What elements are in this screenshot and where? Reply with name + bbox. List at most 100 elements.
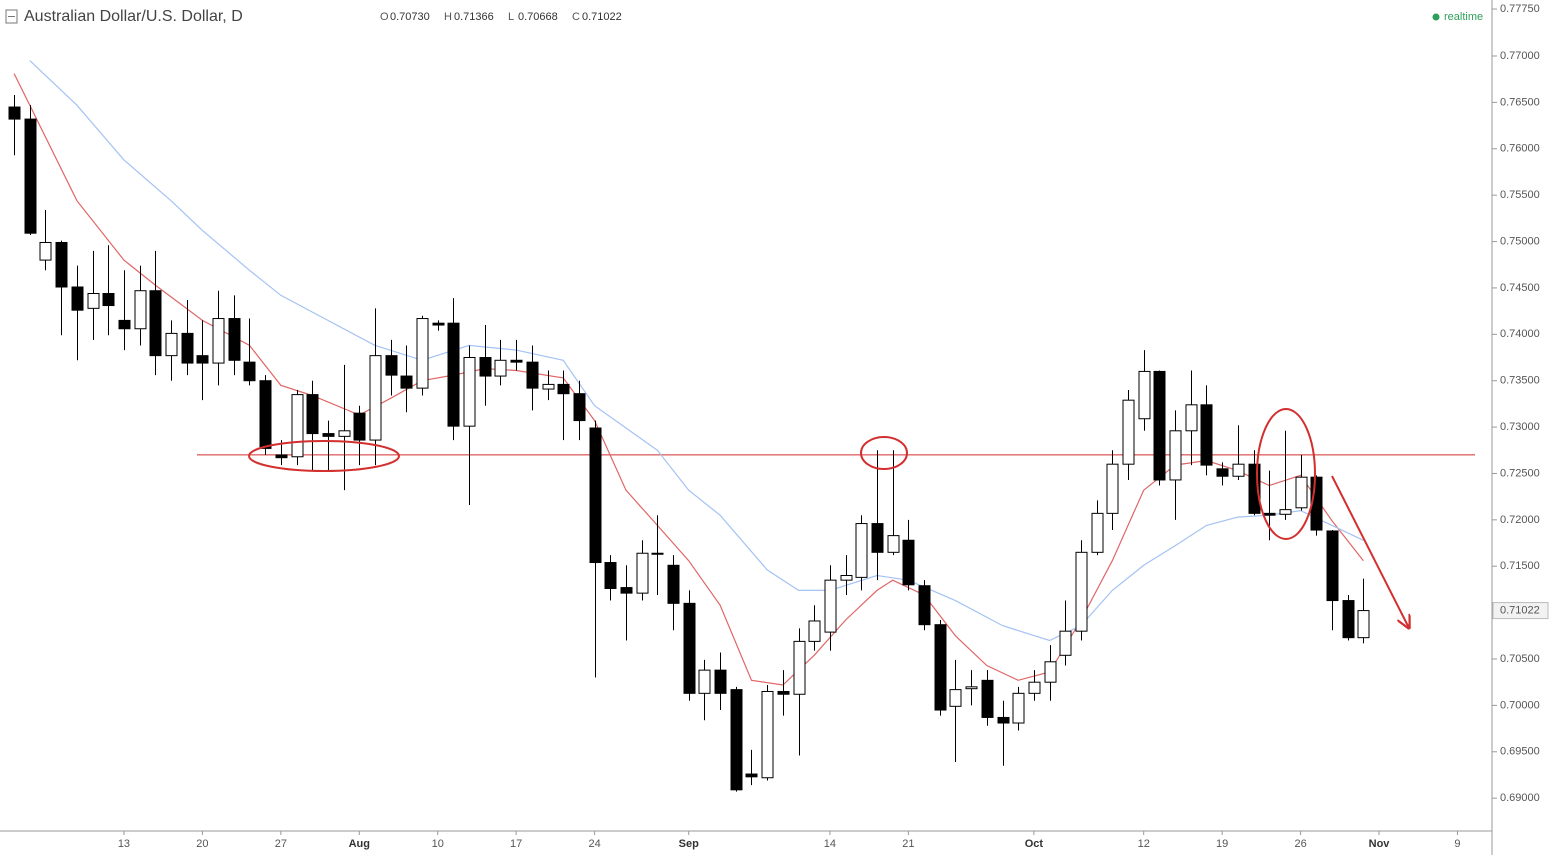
x-tick-label: 14 bbox=[824, 838, 836, 850]
candle-body bbox=[39, 241, 52, 261]
annotations bbox=[248, 408, 1409, 628]
candle-body bbox=[24, 118, 37, 234]
ohlc-name: C bbox=[572, 11, 580, 23]
candle-body bbox=[981, 679, 994, 718]
candle-body bbox=[777, 690, 790, 695]
ohlc-value: 0.70730 bbox=[390, 11, 430, 23]
x-tick-label: 20 bbox=[196, 838, 208, 850]
candle-body bbox=[259, 380, 272, 449]
candle-body bbox=[228, 318, 241, 361]
candle-body bbox=[87, 292, 100, 309]
candle-body bbox=[1263, 512, 1276, 516]
ohlc-name: H bbox=[444, 11, 452, 23]
candle-body bbox=[322, 433, 335, 437]
axes: 0.77750 0.77000 0.76500 0.76000 0.75500 0.750… bbox=[118, 3, 1549, 850]
y-tick-label: 0.76000 bbox=[1500, 143, 1540, 155]
candle-body bbox=[698, 669, 711, 694]
candle-body bbox=[604, 562, 617, 590]
candle-body bbox=[902, 539, 915, 586]
candle-body bbox=[275, 454, 288, 459]
candle-body bbox=[479, 357, 492, 377]
candle-body bbox=[212, 318, 225, 364]
y-tick-label: 0.73500 bbox=[1500, 375, 1540, 387]
candle-body bbox=[447, 322, 460, 427]
candle-body bbox=[557, 383, 570, 395]
candle-body bbox=[855, 523, 868, 578]
annotation-ellipse bbox=[1256, 408, 1316, 540]
symbol-icon[interactable] bbox=[5, 9, 18, 24]
candle-body bbox=[1012, 692, 1025, 724]
candle-body bbox=[1122, 399, 1135, 465]
candle-body bbox=[463, 357, 476, 427]
candle-body bbox=[118, 319, 131, 330]
annotation-ellipse bbox=[248, 440, 400, 472]
candle-body bbox=[400, 375, 413, 389]
x-tick-label: 9 bbox=[1454, 838, 1460, 850]
x-tick-label: Aug bbox=[349, 838, 370, 850]
candle-body bbox=[494, 359, 507, 377]
x-tick-label: 19 bbox=[1216, 838, 1228, 850]
candle-body bbox=[1295, 476, 1308, 509]
candle-body bbox=[385, 355, 398, 376]
candle-body bbox=[1216, 468, 1229, 477]
candle-body bbox=[620, 587, 633, 594]
candle-body bbox=[243, 361, 256, 382]
candle-body bbox=[745, 773, 758, 778]
x-tick-label: 26 bbox=[1294, 838, 1306, 850]
candle-body bbox=[432, 322, 445, 326]
candle-body bbox=[1028, 681, 1041, 694]
candle-body bbox=[1279, 509, 1292, 515]
candle-body bbox=[667, 564, 680, 604]
candle-body bbox=[1153, 370, 1166, 481]
candle-body bbox=[793, 640, 806, 695]
y-tick-label: 0.70500 bbox=[1500, 653, 1540, 665]
candle-body bbox=[934, 624, 947, 711]
y-tick-label: 0.77000 bbox=[1500, 50, 1540, 62]
candle-body bbox=[949, 689, 962, 707]
candle-body bbox=[1342, 600, 1355, 639]
candle-body bbox=[1248, 463, 1261, 514]
candle-body bbox=[181, 332, 194, 364]
x-tick-label: 10 bbox=[432, 838, 444, 850]
candle-body bbox=[1075, 551, 1088, 632]
candle-body bbox=[636, 552, 649, 594]
candle-body bbox=[165, 332, 178, 357]
candle-body bbox=[824, 579, 837, 633]
candle-body bbox=[1059, 630, 1072, 656]
y-tick-label: 0.76500 bbox=[1500, 96, 1540, 108]
candle-body bbox=[196, 355, 209, 364]
candle-body bbox=[149, 290, 162, 357]
chart-title: Australian Dollar/U.S. Dollar, D bbox=[24, 8, 243, 25]
x-tick-label: Nov bbox=[1369, 838, 1391, 850]
x-tick-label: 13 bbox=[118, 838, 130, 850]
last-price-label: 0.71022 bbox=[1500, 604, 1540, 616]
candle-body bbox=[887, 535, 900, 553]
x-tick-label: 12 bbox=[1138, 838, 1150, 850]
candle-body bbox=[1169, 430, 1182, 481]
moving-average bbox=[13, 73, 1364, 686]
status: realtime bbox=[1444, 11, 1483, 23]
candle-body bbox=[369, 355, 382, 441]
x-tick-label: 17 bbox=[510, 838, 522, 850]
candle-body bbox=[1326, 530, 1339, 602]
moving-average bbox=[29, 60, 1364, 642]
annotation-arrow bbox=[1331, 475, 1409, 628]
y-tick-label: 0.69500 bbox=[1500, 746, 1540, 758]
candle-body bbox=[1185, 404, 1198, 432]
x-tick-label: 21 bbox=[902, 838, 914, 850]
y-tick-label: 0.71500 bbox=[1500, 560, 1540, 572]
candle-body bbox=[338, 430, 351, 437]
annotation-ellipse bbox=[860, 436, 908, 470]
y-tick-label: 0.69000 bbox=[1500, 792, 1540, 804]
ohlc-value: 0.71366 bbox=[454, 11, 494, 23]
candle-body bbox=[102, 292, 115, 307]
candle-body bbox=[714, 669, 727, 694]
y-tick-label: 0.77750 bbox=[1500, 3, 1540, 15]
ohlc-name: O bbox=[380, 11, 389, 23]
candle-body bbox=[416, 318, 429, 389]
y-tick-label: 0.72000 bbox=[1500, 514, 1540, 526]
candle-body bbox=[1232, 463, 1245, 477]
